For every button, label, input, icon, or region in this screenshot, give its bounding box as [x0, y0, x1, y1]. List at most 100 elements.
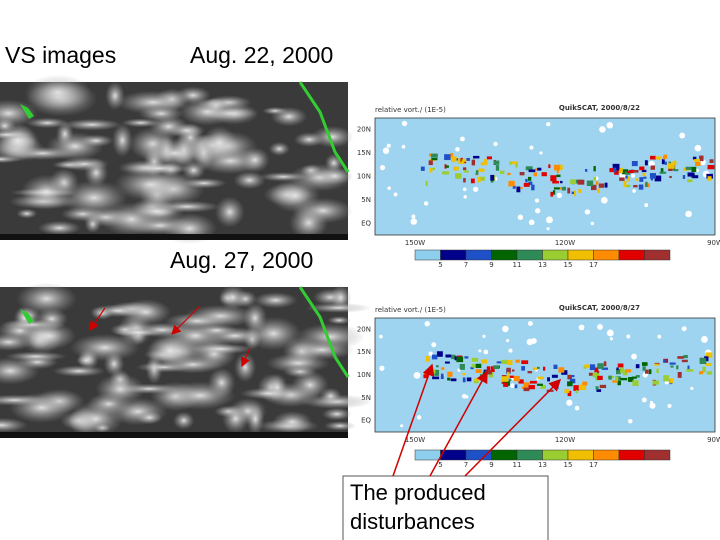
vorticity-cell — [429, 168, 433, 173]
vorticity-cell — [699, 358, 707, 365]
vorticity-cell — [553, 164, 561, 171]
map-subtitle: relative vort./ (1E-5) — [375, 106, 446, 114]
vorticity-cell — [420, 166, 425, 171]
vorticity-cell — [649, 173, 657, 179]
cloud — [270, 106, 308, 127]
vorticity-cell — [515, 161, 518, 168]
vorticity-cell — [521, 360, 529, 365]
vorticity-cell — [567, 187, 571, 194]
image-footer — [0, 432, 348, 438]
cloud — [24, 74, 92, 111]
map-ocean — [374, 117, 716, 236]
vorticity-cell — [451, 156, 457, 162]
vorticity-cell — [641, 169, 647, 173]
vorticity-cell — [667, 163, 675, 169]
vorticity-cell — [648, 369, 652, 375]
vorticity-cell — [663, 154, 668, 159]
vorticity-cell — [632, 169, 639, 173]
vorticity-cell — [462, 372, 466, 376]
vorticity-cell — [626, 176, 631, 182]
vorticity-cell — [622, 370, 628, 376]
vorticity-cell — [527, 371, 533, 374]
vorticity-cell — [567, 381, 573, 387]
vorticity-cell — [706, 371, 713, 375]
vorticity-cell — [677, 371, 682, 378]
vorticity-cell — [513, 375, 520, 382]
vorticity-cell — [520, 187, 523, 190]
land-dot — [534, 198, 540, 203]
vorticity-cell — [585, 168, 588, 172]
vorticity-cell — [478, 168, 485, 172]
cloud — [0, 117, 17, 135]
vorticity-cell — [589, 364, 596, 371]
vorticity-cell — [644, 160, 648, 166]
land-dot — [401, 120, 408, 127]
vorticity-cell — [508, 378, 512, 382]
vorticity-cell — [553, 364, 558, 369]
vorticity-cell — [547, 377, 550, 382]
vorticity-cell — [445, 354, 452, 358]
land-dot — [502, 325, 509, 333]
cloud — [218, 284, 247, 311]
land-dot — [530, 338, 537, 344]
vorticity-cell — [676, 365, 679, 370]
vorticity-cell — [620, 377, 628, 381]
lat-label: 15N — [357, 149, 371, 157]
lat-label: 20N — [357, 325, 371, 333]
land-dot — [644, 203, 649, 208]
cloud — [112, 328, 165, 337]
vorticity-cell — [615, 368, 621, 375]
cloud — [78, 134, 114, 147]
land-dot — [428, 351, 433, 356]
vorticity-cell — [521, 366, 526, 371]
cloud — [195, 323, 238, 337]
vorticity-cell — [686, 369, 694, 372]
vorticity-cell — [447, 377, 451, 381]
cloud — [21, 321, 77, 350]
cloud — [68, 401, 124, 437]
cloud — [305, 302, 372, 313]
vorticity-cell — [559, 164, 563, 171]
cloud — [233, 171, 266, 190]
vorticity-cell — [470, 366, 474, 370]
land-dot — [649, 400, 654, 404]
land-dot — [461, 393, 467, 399]
colorbar-label: 9 — [489, 461, 493, 469]
land-dot — [584, 209, 591, 215]
vorticity-cell — [450, 378, 457, 382]
vorticity-cell — [672, 160, 677, 165]
cloud — [181, 177, 227, 189]
land-dot — [690, 386, 694, 391]
lat-label: 10N — [357, 173, 371, 181]
vorticity-cell — [655, 156, 662, 159]
vorticity-cell — [625, 369, 632, 373]
vorticity-cell — [628, 169, 633, 174]
land-dot — [609, 337, 614, 341]
vorticity-cell — [462, 167, 467, 171]
cloud — [165, 381, 236, 410]
vorticity-cell — [475, 369, 482, 373]
vorticity-cell — [509, 375, 515, 378]
coastline — [298, 286, 350, 378]
land-dot — [455, 147, 460, 152]
vorticity-cell — [627, 376, 634, 382]
colorbar-cell — [491, 249, 518, 261]
vorticity-cell — [659, 171, 667, 174]
island — [20, 104, 34, 119]
vorticity-cell — [442, 171, 450, 175]
vorticity-cell — [523, 387, 530, 392]
vorticity-cell — [447, 371, 453, 377]
land-dot — [379, 334, 383, 339]
vorticity-cell — [471, 159, 476, 166]
vorticity-cell — [654, 175, 662, 182]
cloud — [293, 132, 325, 147]
lon-label: 90W — [707, 239, 720, 247]
vorticity-cell — [612, 163, 620, 170]
land-dot — [681, 326, 687, 332]
cloud — [37, 220, 81, 236]
vorticity-cell — [669, 175, 672, 179]
colorbar-label: 7 — [464, 461, 468, 469]
vorticity-cell — [692, 175, 699, 179]
vorticity-cell — [527, 176, 532, 181]
lat-label: 20N — [357, 126, 371, 134]
